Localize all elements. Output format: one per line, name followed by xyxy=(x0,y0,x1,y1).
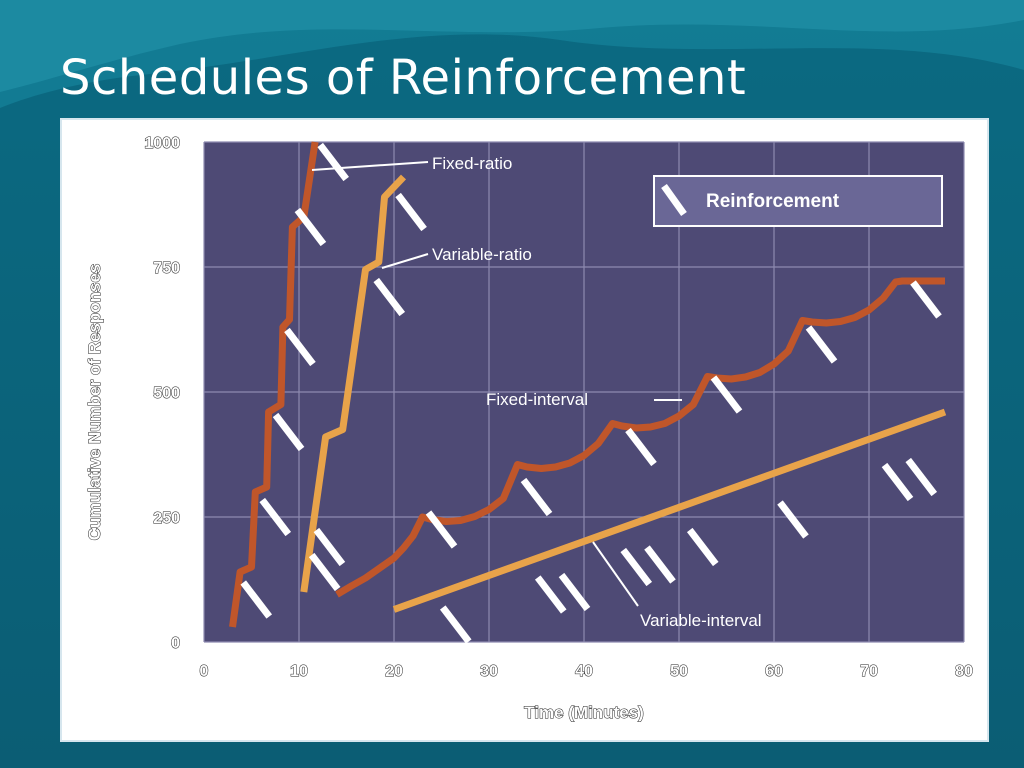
x-tick-label: 10 xyxy=(290,663,308,680)
series-label-variable-ratio: Variable-ratio xyxy=(432,245,532,264)
y-tick-label: 1000 xyxy=(144,135,180,152)
series-label-variable-interval: Variable-interval xyxy=(640,611,762,630)
slide-title: Schedules of Reinforcement xyxy=(60,50,746,106)
x-tick-label: 30 xyxy=(480,663,498,680)
y-tick-label: 0 xyxy=(171,635,180,652)
x-tick-label: 20 xyxy=(385,663,403,680)
x-axis-title: Time (Minutes) xyxy=(524,703,644,722)
y-tick-label: 250 xyxy=(153,510,180,527)
x-tick-label: 70 xyxy=(860,663,878,680)
legend: Reinforcement xyxy=(654,176,942,226)
x-tick-label: 40 xyxy=(575,663,593,680)
x-tick-label: 80 xyxy=(955,663,973,680)
legend-label: Reinforcement xyxy=(706,191,840,212)
series-label-fixed-interval: Fixed-interval xyxy=(486,390,588,409)
y-tick-label: 750 xyxy=(153,260,180,277)
y-axis-title: Cumulative Number of Responses xyxy=(85,264,104,541)
y-tick-label: 500 xyxy=(153,385,180,402)
x-tick-label: 0 xyxy=(200,663,209,680)
x-tick-label: 50 xyxy=(670,663,688,680)
reinforcement-chart: Fixed-ratio Variable-ratio Fixed-interval V… xyxy=(60,118,989,742)
x-tick-label: 60 xyxy=(765,663,783,680)
series-label-fixed-ratio: Fixed-ratio xyxy=(432,154,512,173)
